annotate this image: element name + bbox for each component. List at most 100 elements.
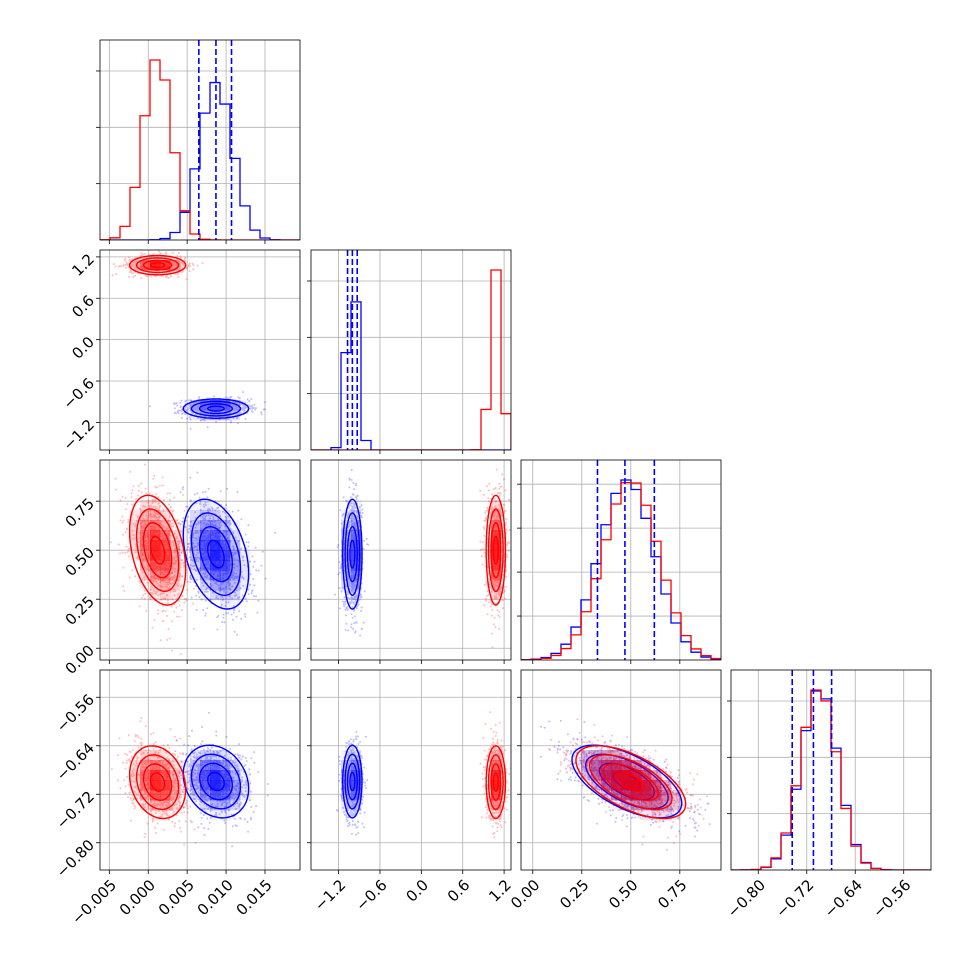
panel-3-2	[517, 669, 722, 874]
contour-0	[207, 539, 225, 569]
histogram-1	[521, 481, 721, 660]
density-cell	[210, 570, 221, 581]
axes-frame	[99, 459, 301, 661]
density-cell	[230, 570, 241, 581]
density-cell	[220, 530, 231, 541]
density-cell	[190, 760, 201, 771]
density-cell	[671, 790, 682, 801]
density-cell	[210, 580, 221, 591]
density-cell	[160, 570, 171, 581]
contour-1	[602, 763, 660, 801]
density-cell	[190, 770, 201, 781]
contour-1	[149, 262, 166, 269]
density-cell	[190, 570, 201, 581]
density-cell	[130, 540, 141, 551]
density-cell	[351, 780, 362, 791]
density-cell	[491, 540, 502, 551]
histogram-1	[311, 269, 511, 450]
density-cell	[351, 760, 362, 771]
density-cell	[150, 260, 161, 271]
density-cell	[220, 780, 231, 791]
density-cell	[351, 550, 362, 561]
contour-1	[142, 259, 173, 271]
density-cell	[591, 750, 602, 761]
density-cell	[190, 500, 201, 511]
density-cell	[240, 790, 251, 801]
density-cell	[210, 790, 221, 801]
density-cell	[130, 260, 141, 271]
density-cell	[190, 540, 201, 551]
density-cell	[491, 520, 502, 531]
histogram-0	[521, 479, 721, 660]
density-cell	[220, 810, 231, 821]
density-cell	[641, 770, 652, 781]
density-cell	[160, 510, 171, 521]
density-cell	[220, 580, 231, 591]
density-cell	[230, 560, 241, 571]
contour-0	[346, 762, 358, 801]
density-cell	[591, 780, 602, 791]
density-cell	[631, 760, 642, 771]
panel-0-0	[96, 39, 301, 244]
density-cell	[491, 500, 502, 511]
contour-1	[142, 522, 173, 579]
density-cell	[671, 800, 682, 811]
contour-0	[190, 753, 242, 810]
axes-frame	[520, 669, 722, 871]
density-cell	[621, 800, 632, 811]
density-cell	[230, 590, 241, 601]
density-cell	[230, 770, 241, 781]
density-cell	[200, 580, 211, 591]
contour-1	[142, 763, 173, 802]
density-cell	[210, 540, 221, 551]
density-cell	[621, 750, 632, 761]
density-cell	[150, 760, 161, 771]
density-cell	[170, 260, 181, 271]
axes-frame	[310, 249, 512, 451]
y-tick-label: 0.25	[62, 592, 98, 628]
density-cell	[160, 520, 171, 531]
density-cell	[130, 530, 141, 541]
density-cell	[240, 560, 251, 571]
density-cell	[491, 790, 502, 801]
y-tick-label: 0.0	[68, 333, 98, 363]
density-cell	[140, 760, 151, 771]
contour-1	[487, 508, 504, 593]
density-cell	[210, 800, 221, 811]
density-cell	[140, 520, 151, 531]
density-cell	[160, 810, 171, 821]
contour-0	[341, 498, 363, 610]
density-cell	[220, 510, 231, 521]
panel-content	[100, 670, 300, 870]
contour-0	[190, 400, 242, 417]
density-cell	[341, 550, 352, 561]
density-cell	[220, 600, 231, 611]
panel-3-3	[727, 669, 932, 874]
density-cell	[220, 790, 231, 801]
density-cell	[230, 800, 241, 811]
density-cell	[150, 550, 161, 561]
density-cell	[230, 790, 241, 801]
density-cell	[591, 760, 602, 771]
density-cell	[611, 780, 622, 791]
density-cell	[341, 520, 352, 531]
contour-1	[490, 763, 502, 802]
contour-0	[344, 753, 361, 810]
contour-1	[149, 535, 166, 565]
x-tick-label: 0.75	[654, 876, 690, 912]
density-cell	[641, 770, 652, 781]
axes-frame	[99, 249, 301, 451]
density-cell	[491, 580, 502, 591]
x-tick-label: −1.2	[311, 876, 349, 914]
density-cell	[190, 410, 201, 421]
panel-content	[521, 670, 721, 870]
density-cell	[611, 760, 622, 771]
contour-1	[487, 754, 504, 811]
density-cell	[351, 510, 362, 521]
density-cell	[351, 520, 362, 531]
density-cell	[210, 500, 221, 511]
contour-0	[349, 771, 356, 792]
density-cell	[230, 600, 241, 611]
density-cell	[240, 570, 251, 581]
density-cell	[200, 510, 211, 521]
